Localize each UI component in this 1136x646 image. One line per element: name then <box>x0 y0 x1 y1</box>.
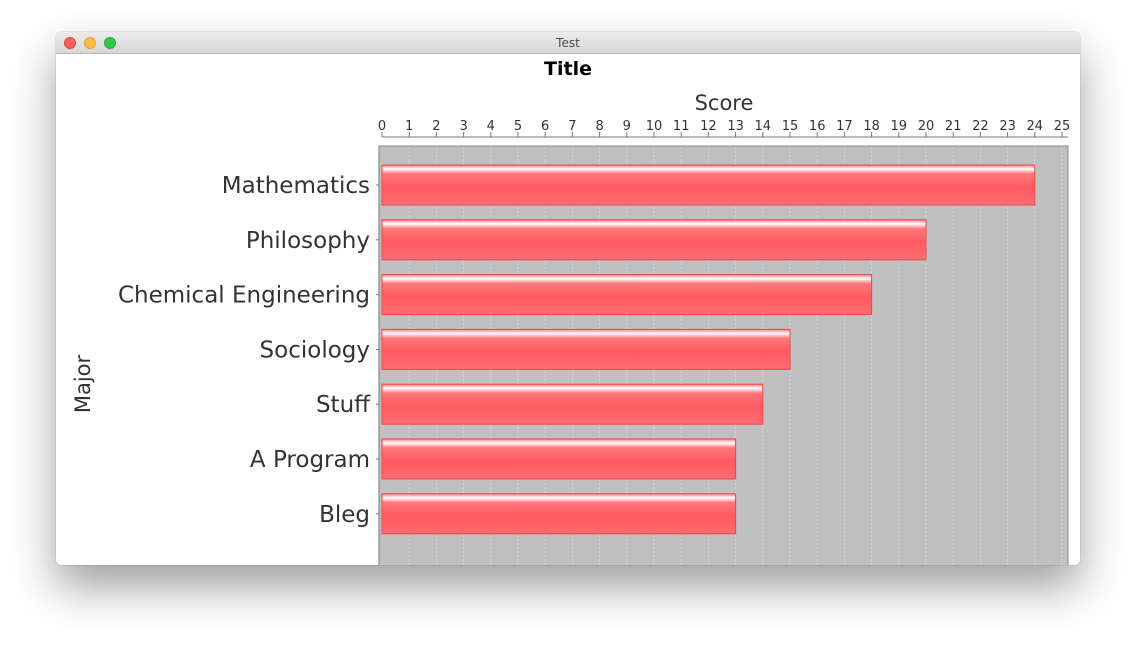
window-title: Test <box>556 36 580 50</box>
bar <box>381 274 873 316</box>
x-tick-label: 15 <box>782 119 799 134</box>
x-tick-label: 17 <box>836 119 853 134</box>
x-tick-label: 12 <box>700 119 717 134</box>
bar <box>381 328 791 370</box>
category-label: Mathematics <box>222 173 370 199</box>
bar <box>381 383 764 425</box>
category-label: Chemical Engineering <box>118 283 370 309</box>
x-tick-label: 22 <box>972 119 989 134</box>
bar <box>381 219 927 261</box>
chart-panel: Title Score Major 0 1 2 3 4 5 6 7 8 9 10 11 12 13 14 15… <box>56 54 1080 565</box>
category-label: Stuff <box>316 392 371 418</box>
x-tick-label: 0 <box>378 119 386 134</box>
x-tick-label: 18 <box>863 119 880 134</box>
x-tick-label: 8 <box>595 119 603 134</box>
category-label: Philosophy <box>246 228 370 254</box>
bar <box>381 438 737 480</box>
category-label: A Program <box>250 447 370 473</box>
x-tick-label: 25 <box>1054 119 1071 134</box>
category-label: Sociology <box>260 337 370 363</box>
close-button[interactable] <box>64 37 76 49</box>
x-tick-label: 24 <box>1027 119 1044 134</box>
x-tick-label: 20 <box>918 119 935 134</box>
x-tick-label: 16 <box>809 119 826 134</box>
title-bar[interactable]: Test <box>56 32 1080 54</box>
category-label: Bleg <box>319 502 370 528</box>
bar <box>381 493 737 535</box>
x-tick-label: 11 <box>673 119 690 134</box>
x-tick-label: 2 <box>432 119 440 134</box>
x-tick-label: 3 <box>459 119 467 134</box>
y-axis-label: Major <box>71 354 95 413</box>
x-tick-label: 13 <box>727 119 744 134</box>
x-tick-label: 10 <box>646 119 663 134</box>
zoom-button[interactable] <box>104 37 116 49</box>
app-window: Test Title Score Major 0 1 2 3 4 5 6 7 8 9 10 11 12 1… <box>56 32 1080 565</box>
x-tick-label: 4 <box>487 119 495 134</box>
chart-title: Title <box>544 58 592 80</box>
x-tick-label: 5 <box>514 119 522 134</box>
x-tick-label: 6 <box>541 119 549 134</box>
minimize-button[interactable] <box>84 37 96 49</box>
bar-chart: Title Score Major 0 1 2 3 4 5 6 7 8 9 10 11 12 13 14 15… <box>71 58 1071 565</box>
x-tick-label: 14 <box>755 119 772 134</box>
x-tick-label: 9 <box>623 119 631 134</box>
x-tick-label: 23 <box>999 119 1016 134</box>
x-tick-label: 7 <box>568 119 576 134</box>
x-tick-label: 19 <box>891 119 908 134</box>
bar <box>381 164 1036 206</box>
x-axis-label: Score <box>695 91 754 115</box>
x-tick-label: 1 <box>405 119 413 134</box>
x-tick-label: 21 <box>945 119 962 134</box>
